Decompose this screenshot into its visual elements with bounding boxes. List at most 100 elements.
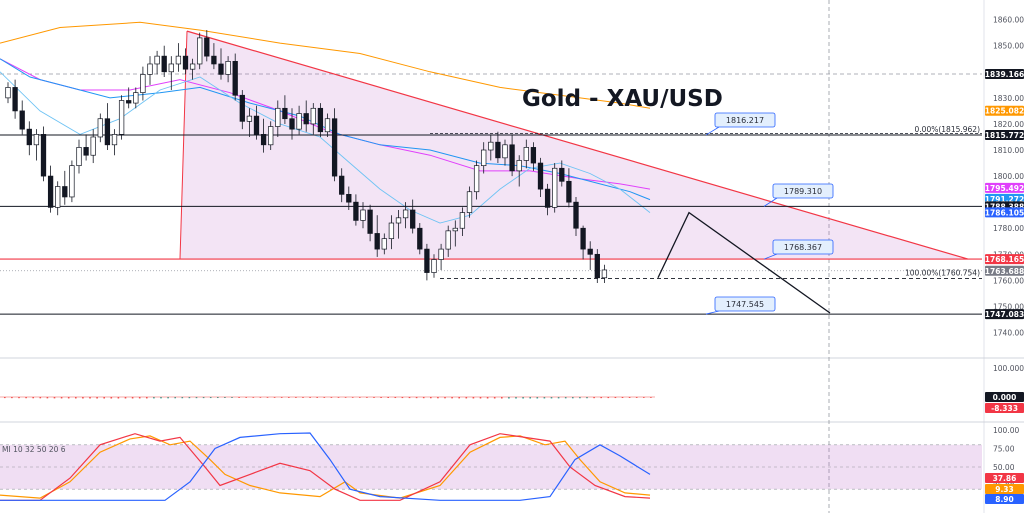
macd-bar [635,397,638,398]
y-tick-label: 1750.000 [993,302,1024,311]
callout-label: 1816.217 [726,116,764,125]
macd-bar [337,397,340,398]
price-tag-label: 1825.082 [985,107,1024,116]
macd-bar [295,397,297,398]
callout-box[interactable] [772,183,834,199]
triangle-upper-edge[interactable] [186,30,969,260]
macd-bar [138,397,141,399]
candle-body [126,100,132,104]
candle-body [381,238,387,250]
stoch-tag [985,494,1024,504]
fib-labels: 0.00%(1815.962) 100.00%(1760.754) [905,125,980,277]
candle-body [83,147,89,156]
callout-box[interactable] [714,112,776,128]
candle-body [19,110,25,130]
candle-body [260,134,267,146]
price-tag [985,254,1024,265]
candle-body [239,94,245,122]
macd-bar [415,397,418,399]
stochastic-pane: MI 10 32 50 20 6100.0075.0050.0025.0037.… [0,426,1024,504]
macd-bar [266,397,269,398]
candle-body [445,230,451,250]
candlesticks [5,30,608,283]
candle-body [459,212,466,229]
price-axis[interactable]: 1860.0001850.0001840.0001830.0001820.000… [985,16,1024,338]
macd-bar [96,397,98,399]
candle-body [211,55,217,65]
candle-body [303,113,309,125]
candle-body [417,227,423,250]
y-tick-label: 1850.000 [993,42,1024,51]
price-tag-label: 1815.772 [985,131,1024,140]
candle-body [310,107,316,125]
candle-body [147,63,153,75]
projection-path[interactable] [657,211,831,314]
price-callouts[interactable]: 1816.217 1789.310 1768.367 1747.545 [705,112,834,315]
macd-tick-label: 100.000 [993,364,1024,373]
ma-blue-line [0,58,651,201]
candle-body [111,134,118,146]
candle-body [133,92,139,104]
macd-bar [344,397,347,398]
candle-body [452,227,458,232]
callout-pointer [763,197,778,207]
callout-box[interactable] [772,239,834,255]
price-tag-label: 1763.688 [985,267,1024,276]
macd-bar [75,397,77,399]
candle-body [495,141,501,159]
macd-bar [231,397,233,398]
macd-bar [586,397,588,399]
candle-body [76,147,82,167]
macd-bar [67,397,70,399]
macd-bar [408,397,411,399]
y-tick-label: 1800.000 [993,172,1024,181]
projection-line[interactable] [657,211,831,314]
macd-bar [217,397,219,399]
macd-bar [280,397,283,398]
candle-body [537,162,544,190]
macd-bar [302,397,304,398]
candle-body [438,248,444,260]
macd-bar [550,397,553,399]
candle-body [559,167,565,182]
stoch-tick-label: 50.00 [993,463,1015,472]
macd-bar [309,397,311,398]
candle-body [161,55,167,73]
macd-bar [117,397,120,399]
candle-body [395,217,402,224]
candle-body [601,269,608,279]
price-tag-label: 1786.105 [985,208,1024,217]
candle-body [353,201,359,221]
macd-bar [486,397,489,399]
macd-bar [46,397,49,399]
macd-bar [323,397,326,398]
macd-bar [501,397,503,399]
macd-bar [422,397,425,399]
stoch-tick-label: 75.00 [993,445,1015,454]
horizontal-levels[interactable] [0,133,982,315]
stoch-tag [985,484,1024,494]
candle-body [587,248,593,255]
callout-box[interactable] [714,296,776,312]
macd-bar [18,397,20,399]
macd-bar [515,397,517,399]
stoch-tag-label: 9.33 [995,485,1014,494]
price-tag [985,309,1024,320]
macd-bar [174,397,176,399]
candle-body [410,209,416,229]
candle-body [204,37,210,57]
price-tag [985,68,1024,79]
macd-bar [89,397,91,399]
candle-body [62,186,68,198]
macd-bar [628,397,631,398]
macd-bar [245,397,247,398]
macd-bar [366,397,368,398]
macd-tag [985,403,1024,413]
macd-bar [181,397,184,399]
macd-bar [614,397,617,399]
stoch-indicator-label: MI 10 32 50 20 6 [2,445,66,454]
macd-bar [11,397,13,399]
